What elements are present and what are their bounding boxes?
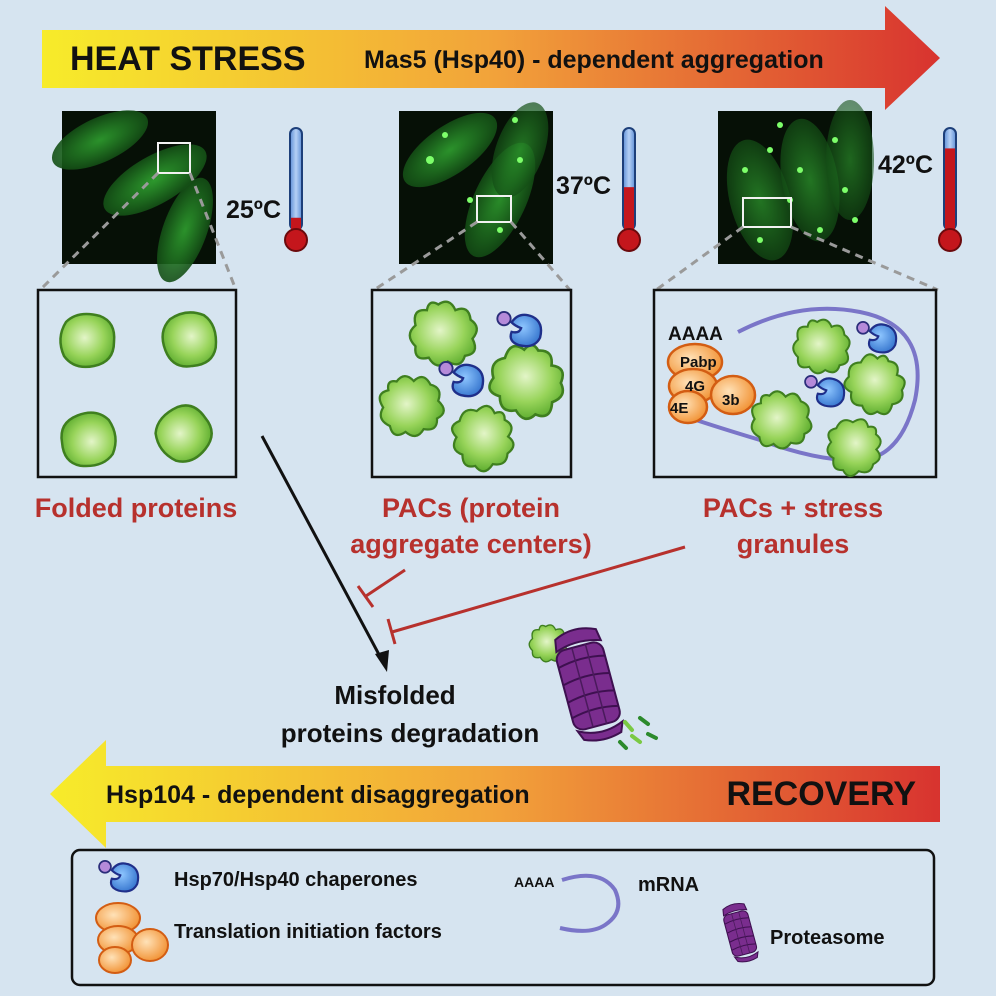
factor-4g: 4G — [685, 378, 705, 395]
heat-stress-subtitle: Mas5 (Hsp40) - dependent aggregation — [364, 46, 824, 74]
factor-4e: 4E — [670, 400, 688, 417]
caption-sg-2: granules — [737, 529, 850, 559]
translation-factors-complex: Pabp 4G 3b 4E — [666, 342, 757, 425]
factor-pabp: Pabp — [680, 354, 717, 371]
recovery-subtitle: Hsp104 - dependent disaggregation — [106, 781, 530, 809]
inhibition-stress-granules — [386, 545, 686, 645]
thermometers — [284, 127, 962, 252]
legend-polya: AAAA — [514, 874, 554, 890]
proteasome-icon — [528, 622, 658, 750]
panel-folded — [36, 288, 238, 479]
polya-tail: AAAA — [668, 324, 723, 345]
thermometer-mercury — [945, 148, 955, 234]
thermometer-icon — [938, 127, 962, 252]
caption-pacs-2: aggregate centers) — [350, 529, 592, 559]
degradation-arrow — [260, 435, 389, 672]
temp-label-42: 42ºC — [878, 151, 933, 179]
legend-mrna: mRNA — [638, 874, 699, 896]
caption-folded: Folded proteins — [35, 493, 238, 523]
thermometer-icon — [617, 127, 641, 252]
aggregated-protein — [792, 318, 851, 375]
heat-stress-arrow: HEAT STRESS Mas5 (Hsp40) - dependent agg… — [42, 6, 940, 110]
inhibition-pacs — [356, 568, 406, 608]
caption-pacs-1: PACs (protein — [382, 493, 560, 523]
temp-label-37: 37ºC — [556, 172, 611, 200]
recovery-title: RECOVERY — [726, 775, 916, 813]
folded-protein — [59, 312, 116, 369]
panel-pacs — [369, 288, 579, 482]
thermometer-mercury — [291, 217, 301, 234]
degradation-label-1: Misfolded — [334, 680, 455, 710]
aggregated-protein — [408, 300, 479, 367]
degradation-label-2: proteins degradation — [281, 718, 540, 748]
legend-proteasome: Proteasome — [770, 927, 885, 949]
translation-factors-legend-icon — [95, 902, 169, 974]
thermometer-mercury — [624, 187, 634, 234]
legend-chaperones: Hsp70/Hsp40 chaperones — [174, 869, 417, 891]
recovery-arrow: Hsp104 - dependent disaggregation RECOVE… — [50, 740, 940, 848]
micrograph-37c — [399, 102, 553, 264]
panel-pacs-stress-granules: AAAA Pabp 4G 3b 4E — [652, 288, 938, 484]
thermometer-icon — [284, 127, 308, 252]
mrna-legend-icon — [559, 873, 621, 933]
legend-translation: Translation initiation factors — [174, 921, 442, 943]
heat-stress-title: HEAT STRESS — [70, 40, 306, 78]
micrograph-25c — [51, 110, 216, 283]
caption-sg-1: PACs + stress — [703, 493, 883, 523]
micrograph-42c — [718, 100, 874, 264]
zoom-lines — [38, 171, 939, 292]
peptide-fragments-icon — [618, 716, 658, 750]
legend: Hsp70/Hsp40 chaperones Translation initi… — [70, 848, 936, 987]
temp-label-25: 25ºC — [226, 196, 281, 224]
factor-3b: 3b — [722, 392, 740, 409]
